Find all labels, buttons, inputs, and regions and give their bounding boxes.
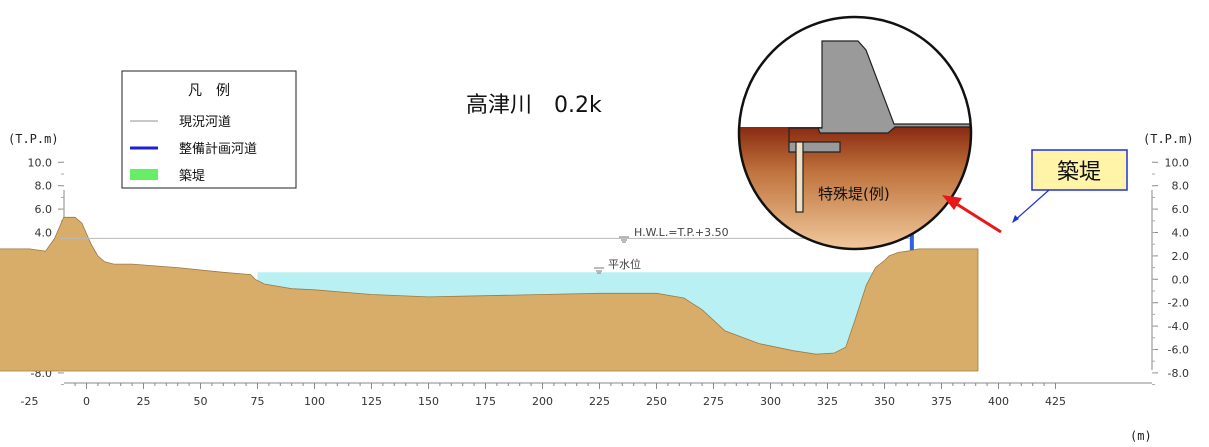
levee-callout: 築堤 bbox=[1012, 149, 1128, 223]
red-arrow bbox=[942, 195, 1002, 234]
levee-callout-label: 築堤 bbox=[1057, 160, 1101, 185]
y-tick-label-right: 0.0 bbox=[1172, 273, 1190, 286]
hwl-marker bbox=[619, 236, 629, 243]
x-tick-label: 275 bbox=[703, 395, 724, 408]
x-tick-label: 250 bbox=[646, 395, 667, 408]
chart-title: 高津川 0.2k bbox=[466, 93, 602, 118]
x-tick-label: -25 bbox=[21, 395, 39, 408]
y-ticks-right: 10.0 8.0 6.0 4.0 2.0 0.0 -2.0 -4.0 -6.0 -8.0 bbox=[1152, 156, 1190, 386]
x-tick-label: 75 bbox=[251, 395, 265, 408]
y-tick-label-right: -4.0 bbox=[1168, 320, 1189, 333]
normal-water-label: 平水位 bbox=[608, 257, 641, 271]
y-tick-label-right: -6.0 bbox=[1168, 344, 1189, 357]
y-tick-label: 8.0 bbox=[35, 180, 53, 193]
x-tick-label: 300 bbox=[760, 395, 781, 408]
normal-water-marker bbox=[594, 267, 604, 274]
x-tick-label: 100 bbox=[304, 395, 325, 408]
y-unit-left: (T.P.m) bbox=[8, 132, 59, 146]
legend-label-existing: 現況河道 bbox=[179, 115, 231, 130]
x-tick-label: 50 bbox=[194, 395, 208, 408]
y-tick-label-right: 2.0 bbox=[1172, 250, 1190, 263]
x-tick-label: 200 bbox=[532, 395, 553, 408]
inset-border bbox=[737, 15, 973, 251]
x-tick-label: 25 bbox=[137, 395, 151, 408]
x-ticks: -50-250255075100125150175200225250275300… bbox=[21, 383, 1066, 408]
y-unit-right: (T.P.m) bbox=[1143, 132, 1194, 146]
y-tick-label: 6.0 bbox=[35, 203, 53, 216]
y-tick-label: 4.0 bbox=[35, 227, 53, 240]
x-unit: (m) bbox=[1130, 429, 1152, 443]
legend: 凡 例 現況河道 整備計画河道 築堤 bbox=[121, 70, 297, 189]
x-tick-label: 375 bbox=[931, 395, 952, 408]
x-tick-label: 125 bbox=[361, 395, 382, 408]
legend-swatch-levee bbox=[130, 169, 158, 180]
hwl-label: H.W.L.=T.P.+3.50 bbox=[634, 226, 729, 239]
legend-label-levee: 築堤 bbox=[179, 169, 205, 184]
inset-wall bbox=[788, 40, 971, 153]
x-tick-label: 325 bbox=[817, 395, 838, 408]
y-tick-label-right: -2.0 bbox=[1168, 297, 1189, 310]
y-tick-label-right: 4.0 bbox=[1172, 227, 1190, 240]
y-tick-label-right: 10.0 bbox=[1165, 156, 1190, 169]
ground-profile bbox=[0, 216, 979, 372]
y-tick-label-right: -8.0 bbox=[1168, 367, 1189, 380]
y-tick-label-right: 6.0 bbox=[1172, 203, 1190, 216]
inset-caption: 特殊堤(例) bbox=[818, 185, 890, 203]
y-tick-label-right: 8.0 bbox=[1172, 180, 1190, 193]
x-tick-label: 0 bbox=[83, 395, 90, 408]
x-tick-label: 350 bbox=[874, 395, 895, 408]
legend-label-plan: 整備計画河道 bbox=[179, 141, 257, 157]
x-tick-label: 400 bbox=[988, 395, 1009, 408]
y-tick-label: 10.0 bbox=[28, 156, 53, 169]
x-tick-label: 150 bbox=[418, 395, 439, 408]
x-tick-label: 175 bbox=[475, 395, 496, 408]
inset-sheet-pile bbox=[795, 141, 804, 213]
legend-heading: 凡 例 bbox=[188, 83, 230, 99]
x-tick-label: 425 bbox=[1045, 395, 1066, 408]
x-tick-label: 225 bbox=[589, 395, 610, 408]
